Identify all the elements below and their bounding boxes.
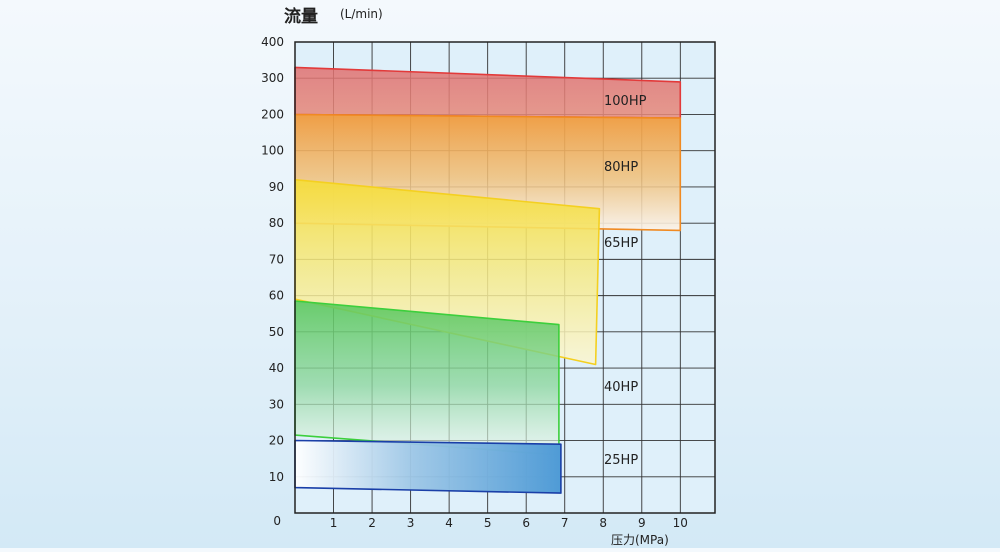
x-tick-label: 1 (330, 516, 338, 530)
x-tick-label: 4 (445, 516, 453, 530)
y-tick-label: 60 (269, 289, 284, 303)
y-tick-labels: 0 10 20 30 40 50 60 70 80 90 100 200 300 400 (261, 35, 284, 528)
x-tick-label: 7 (561, 516, 569, 530)
series-label-65hp: 65HP (604, 236, 638, 251)
series-label-100hp: 100HP (604, 94, 647, 109)
x-tick-label: 9 (638, 516, 646, 530)
x-tick-label: 3 (407, 516, 415, 530)
y-tick-label: 30 (269, 397, 284, 411)
y-tick-label: 100 (261, 144, 284, 158)
y-tick-label: 20 (269, 434, 284, 448)
series-labels: 100HP 80HP 65HP 40HP 25HP (604, 94, 647, 468)
series-label-25hp: 25HP (604, 453, 638, 468)
y-tick-label: 50 (269, 325, 284, 339)
series-areas (294, 66, 682, 494)
y-tick-label: 90 (269, 180, 284, 194)
y-tick-label: 70 (269, 252, 284, 266)
x-tick-label: 6 (522, 516, 530, 530)
series-label-80hp: 80HP (604, 160, 638, 175)
x-axis-title: 压力(MPa) (611, 533, 669, 547)
plot-frame (294, 41, 716, 514)
y-axis-title: 流量 (284, 6, 318, 27)
y-tick-label: 300 (261, 71, 284, 85)
y-tick-label: 40 (269, 361, 284, 375)
y-tick-label: 80 (269, 216, 284, 230)
x-tick-label: 10 (673, 516, 688, 530)
series-area-25hp (294, 439, 562, 494)
series-area-40hp (294, 300, 560, 456)
y-axis-unit: (L/min) (340, 7, 383, 21)
series-label-40hp: 40HP (604, 380, 638, 395)
x-tick-label: 5 (484, 516, 492, 530)
y-tick-label: 200 (261, 107, 284, 121)
y-tick-label: 0 (273, 514, 281, 528)
x-tick-label: 8 (599, 516, 607, 530)
x-tick-label: 2 (368, 516, 376, 530)
x-tick-labels: 1 2 3 4 5 6 7 8 9 10 (330, 516, 688, 530)
y-tick-label: 400 (261, 35, 284, 49)
y-tick-label: 10 (269, 470, 284, 484)
